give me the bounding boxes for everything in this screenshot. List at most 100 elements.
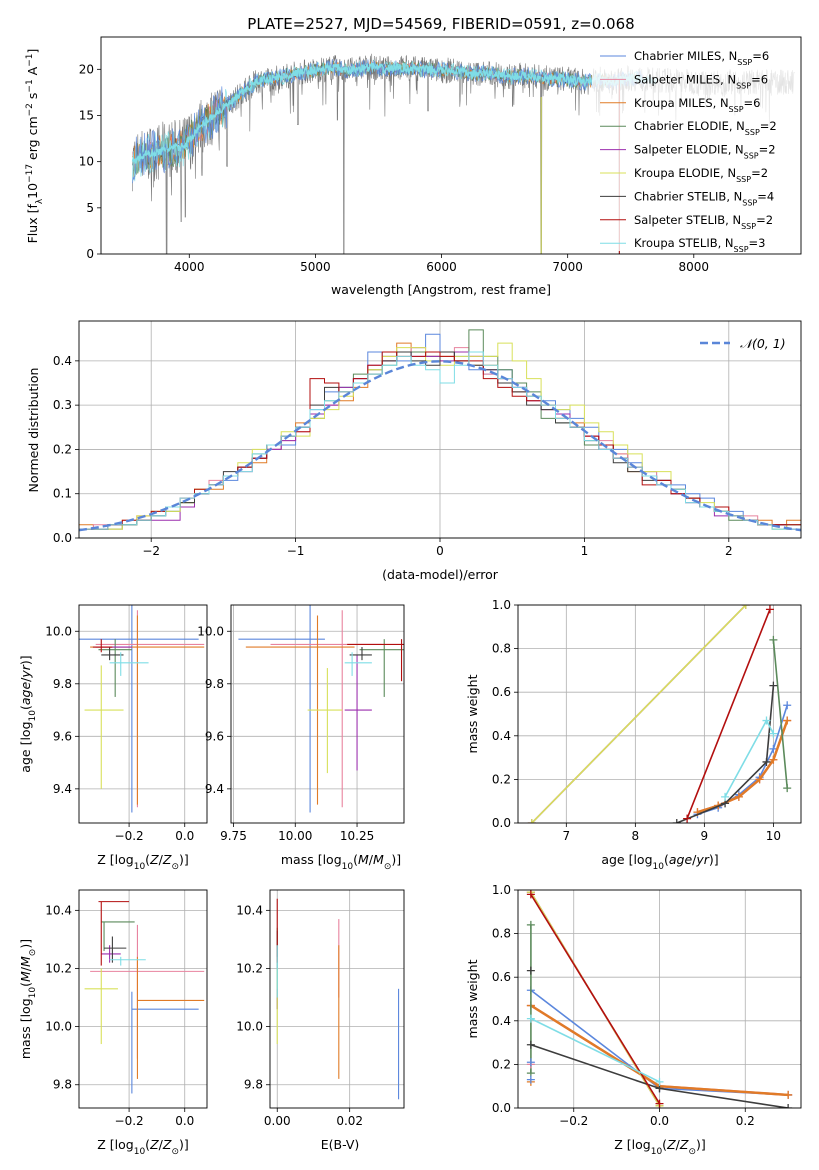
y-tick-label: 0.4: [53, 354, 72, 368]
label-part: s: [25, 93, 40, 104]
mass-weight-marker: [769, 729, 778, 738]
label-part: 10: [653, 862, 665, 872]
label-part: M: [18, 971, 33, 982]
y-tick-label: 5: [86, 201, 94, 215]
x-tick-label: 10: [766, 829, 781, 843]
x-tick-label: 4000: [174, 260, 205, 274]
y-axis-label: Normed distribution: [26, 368, 41, 493]
legend-label: Kroupa ELODIE, NSSP=2: [634, 166, 768, 184]
mass-weight-marker: [672, 819, 681, 823]
mass-weight-marker: [655, 1077, 664, 1086]
label-part: −1: [25, 79, 35, 92]
mass-weight-line: [530, 1017, 660, 1083]
mass-weight-marker: [526, 1058, 535, 1067]
x-tick-label: −0.2: [115, 1114, 144, 1128]
label-part: erg cm: [25, 116, 40, 164]
legend-label-base: Kroupa ELODIE, N: [634, 166, 736, 180]
y-tick-label: 0.8: [492, 642, 511, 656]
y-tick-label: 0.8: [492, 927, 511, 941]
y-tick-label: 0.6: [492, 685, 511, 699]
mass-weight-marker: [783, 716, 792, 725]
legend-label: Salpeter MILES, NSSP=6: [634, 72, 768, 90]
y-tick-label: 0.2: [492, 1057, 511, 1071]
label-part: λ: [35, 198, 45, 204]
legend-label-sub: SSP: [745, 128, 760, 137]
figure-title: PLATE=2527, MJD=54569, FIBERID=0591, z=0…: [247, 15, 634, 33]
label-part: Z [log: [97, 1137, 133, 1152]
x-axis-label: (data-model)/error: [382, 567, 499, 582]
label-part: )]: [18, 939, 33, 949]
label-part: Z [log: [614, 1137, 650, 1152]
axes-frame: [78, 889, 208, 1109]
y-axis-label: age [log10(age/yr)]: [18, 655, 38, 772]
label-part: )]: [696, 1137, 706, 1152]
x-tick-label: 6000: [426, 260, 457, 274]
x-tick-label: −2: [142, 544, 160, 558]
legend-label-sub: SSP: [736, 175, 751, 184]
panel-spectrum: 4000 5000 6000 7000 8000 0 5 10 15 20 Chabrier MIL…: [79, 36, 802, 274]
legend-label-base: Chabrier STELIB, N: [634, 189, 742, 203]
spectrum-model-line: [131, 61, 657, 164]
label-part: /: [18, 966, 33, 971]
legend-label-base: Kroupa MILES, N: [634, 96, 729, 110]
label-part: )]: [18, 655, 33, 665]
label-part: /: [369, 852, 374, 867]
label-part: M: [358, 852, 369, 867]
label-part: ]: [25, 49, 40, 54]
label-part: 10: [134, 862, 146, 872]
legend-label-tail: =6: [744, 96, 761, 110]
y-axis-label: mass [log10(M/M⊙)]: [18, 939, 38, 1059]
mass-weight-marker: [741, 605, 750, 609]
y-tick-label: 0.2: [53, 442, 72, 456]
x-axis-label: wavelength [Angstrom, rest frame]: [331, 282, 551, 297]
legend-label-tail: =3: [749, 236, 766, 250]
mass-weight-marker: [784, 1104, 793, 1108]
x-axis-label: age [log10(age/yr)]: [601, 852, 718, 872]
mass-weight-marker: [769, 755, 778, 764]
x-axis-label: Z [log10(Z/Z⊙)]: [97, 852, 189, 872]
x-tick-label: 5000: [300, 260, 331, 274]
legend-label-sub: SSP: [737, 58, 752, 67]
y-tick-label: 0: [86, 247, 94, 261]
plot-area: [79, 329, 801, 538]
x-tick-label: 0.0: [175, 829, 194, 843]
label-part: /: [159, 1137, 164, 1152]
plot-area: [527, 605, 792, 823]
x-tick-label: −1: [287, 544, 305, 558]
legend-label-base: Kroupa STELIB, N: [634, 236, 734, 250]
label-part: (: [353, 852, 358, 867]
y-tick-label: 0.6: [492, 970, 511, 984]
legend-label-base: Chabrier ELODIE, N: [634, 119, 745, 133]
label-part: (: [662, 1137, 667, 1152]
y-tick-label: 0.0: [53, 531, 72, 545]
y-tick-label: 9.8: [53, 677, 72, 691]
x-axis-label: Z [log10(Z/Z⊙)]: [97, 1137, 189, 1157]
legend-label: Kroupa MILES, NSSP=6: [634, 96, 760, 114]
label-part: yr: [18, 664, 33, 678]
label-part: A: [25, 66, 40, 79]
legend-label-tail: =6: [752, 49, 769, 63]
mass-weight-line: [686, 609, 771, 819]
axes-frame: [269, 889, 405, 1109]
y-tick-label: 20: [79, 62, 94, 76]
label-part: 10: [651, 1147, 663, 1157]
legend-label-tail: =2: [751, 166, 768, 180]
label-part: age: [669, 852, 693, 867]
label-part: (: [145, 852, 150, 867]
legend-label: Chabrier STELIB, NSSP=4: [634, 189, 774, 207]
label-part: yr: [695, 852, 709, 867]
plot-area: [526, 890, 793, 1108]
normal-curve: [79, 360, 801, 532]
label-part: −1: [25, 54, 35, 67]
label-part: M: [18, 956, 33, 967]
label-part: ⊙: [28, 949, 38, 957]
y-tick-label: 0.0: [492, 816, 511, 830]
legend-label-tail: =2: [759, 143, 776, 157]
y-tick-label: 10.4: [45, 903, 72, 917]
mass-weight-marker: [783, 701, 792, 710]
y-tick-label: 0.4: [492, 729, 511, 743]
label-part: age [log: [601, 852, 652, 867]
mass-weight-marker: [755, 775, 764, 784]
x-tick-label: 9: [701, 829, 709, 843]
